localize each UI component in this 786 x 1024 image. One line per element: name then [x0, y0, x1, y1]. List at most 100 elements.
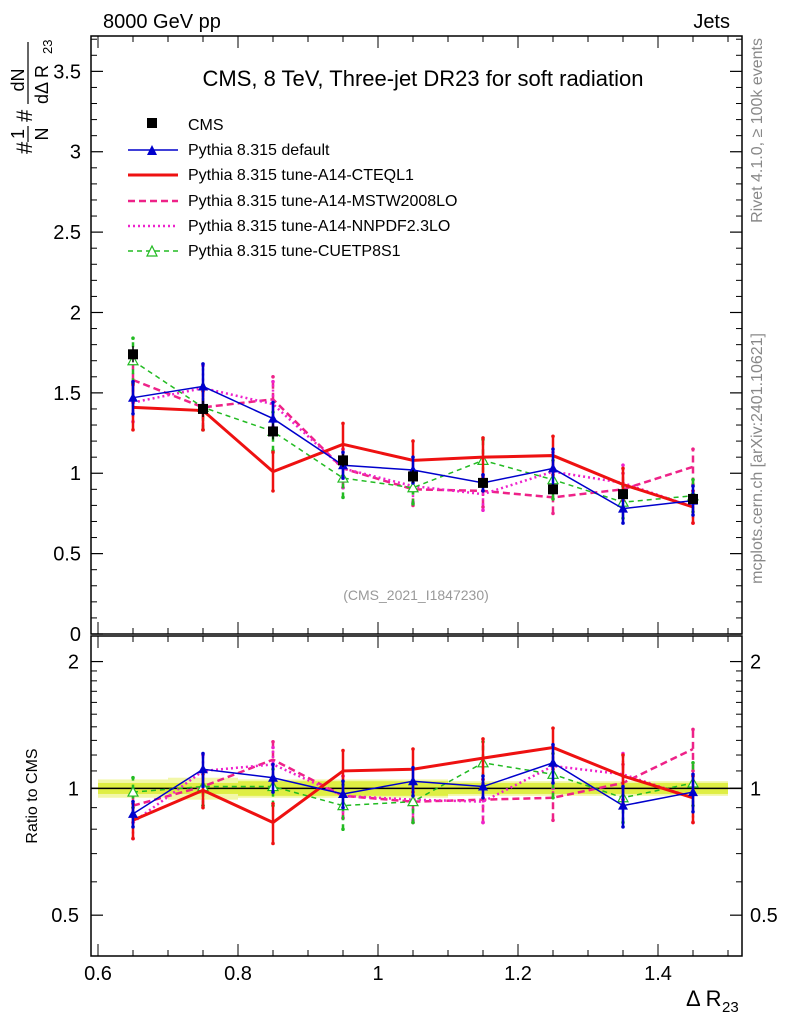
bottom-series-default: [128, 742, 698, 829]
top-ytick-label: 3: [70, 142, 81, 164]
top-ytick-label: 2.5: [53, 222, 81, 244]
legend: CMS Pythia 8.315 default Pythia 8.315 tu…: [128, 117, 457, 260]
analysis-watermark: (CMS_2021_I1847230): [343, 587, 489, 603]
bottom-errcap-high-default: [551, 742, 555, 747]
top-errcap-high-cteql1: [551, 434, 555, 439]
legend-item-default: Pythia 8.315 default: [128, 142, 330, 159]
bottom-errcap-high-mstw: [271, 739, 275, 744]
bottom-errcap-low-nnpdf: [481, 820, 485, 825]
bottom-line-nnpdf: [132, 763, 694, 824]
top-errcap-high-default: [341, 450, 345, 455]
top-errcap-high-cuetp8s1: [131, 336, 135, 341]
legend-marker-cms: [147, 118, 157, 128]
bottom-errcap-high-default: [341, 779, 345, 783]
bottom-errcap-high-mstw: [691, 727, 695, 732]
legend-item-cms: CMS: [147, 117, 224, 134]
y-label-frac2-den: dΔ R: [32, 65, 52, 104]
cms-marker: [478, 477, 488, 488]
legend-item-mstw: Pythia 8.315 tune-A14-MSTW2008LO: [128, 193, 457, 210]
top-errcap-low-default: [131, 411, 135, 416]
bottom-errcap-high-default: [271, 762, 275, 767]
bottom-line-mstw: [132, 747, 694, 807]
header-right: Jets: [693, 11, 730, 33]
top-errcap-low-cteql1: [271, 489, 275, 493]
bottom-errcap-high-cteql1: [341, 748, 345, 753]
top-errcap-low-default: [481, 489, 485, 493]
bottom-xtick-label: 0.8: [224, 963, 252, 985]
top-errcap-low-cteql1: [691, 521, 695, 525]
top-errcap-high-mstw: [271, 374, 275, 379]
bottom-panel-frame: [90, 635, 743, 957]
cms-marker: [688, 493, 698, 504]
bottom-errcap-low-default: [131, 825, 135, 829]
top-marker-cuetp8s1: [406, 481, 420, 493]
bottom-marker-default: [478, 781, 488, 791]
top-errcap-high-default: [271, 400, 275, 405]
bottom-errcap-high-default: [411, 765, 415, 770]
top-errcap-high-cteql1: [481, 436, 485, 440]
bottom-errcap-high-cteql1: [621, 753, 625, 757]
top-errcap-high-cteql1: [341, 421, 345, 426]
bottom-errcap-high-default: [691, 772, 695, 777]
bottom-ytick-label: 0.5: [51, 905, 79, 927]
top-marker-default: [198, 381, 208, 391]
top-errcap-low-default: [621, 521, 625, 525]
rivet-version-label: Rivet 4.1.0, ≥ 100k events: [749, 38, 766, 223]
top-errcap-low-cteql1: [131, 428, 135, 432]
top-marker-default: [268, 413, 278, 423]
y-label-frac2-num: dN: [8, 68, 28, 91]
bottom-errcap-low-default: [621, 825, 625, 829]
y-label-frac1-num: 1: [8, 129, 28, 139]
top-errcap-low-cuetp8s1: [411, 501, 415, 506]
bottom-errcap-low-default: [481, 795, 485, 800]
top-ytick-label: 0: [70, 624, 81, 646]
bottom-errcap-low-default: [411, 794, 415, 798]
bottom-errcap-low-cuetp8s1: [551, 795, 555, 800]
bottom-marker-default: [688, 787, 698, 797]
top-errcap-low-nnpdf: [481, 508, 485, 513]
cms-marker: [338, 455, 348, 466]
cms-marker: [268, 426, 278, 437]
bottom-ytick-label-right: 0.5: [750, 905, 778, 927]
bottom-marker-default: [618, 800, 628, 810]
top-errcap-high-default: [691, 484, 695, 488]
bottom-errcap-high-cteql1: [271, 801, 275, 806]
x-axis-label: Δ R 23: [686, 986, 739, 1016]
top-errcap-high-default: [551, 447, 555, 451]
bottom-marker-default: [198, 764, 208, 774]
legend-label-cuetp8s1: Pythia 8.315 tune-CUETP8S1: [188, 243, 401, 260]
bottom-marker-default: [128, 808, 138, 818]
cms-marker: [408, 471, 418, 482]
bottom-marker-default: [338, 788, 348, 798]
bottom-errcap-low-mstw: [551, 818, 555, 823]
mcplots-label: mcplots.cern.ch [arXiv:2401.10621]: [749, 333, 766, 584]
x-label-sub: 23: [722, 999, 739, 1016]
bottom-ytick-label: 2: [68, 652, 79, 674]
legend-item-cuetp8s1: Pythia 8.315 tune-CUETP8S1: [128, 243, 401, 260]
x-label-main: Δ R: [686, 986, 721, 1011]
top-errcap-high-mstw: [691, 447, 695, 451]
main-series: [126, 336, 700, 525]
top-errcap-high-default: [131, 379, 135, 384]
bottom-errcap-low-cteql1: [691, 820, 695, 825]
bottom-errcap-high-default: [201, 751, 205, 756]
top-errcap-low-mstw: [481, 505, 485, 509]
legend-label-mstw: Pythia 8.315 tune-A14-MSTW2008LO: [188, 193, 457, 210]
bottom-errcap-high-cteql1: [551, 726, 555, 730]
top-ytick-label: 2: [70, 302, 81, 324]
top-series-cms: [128, 346, 698, 504]
y-label-frac1-den: N: [32, 128, 52, 141]
bottom-errcap-low-cuetp8s1: [341, 827, 345, 831]
bottom-marker-default: [548, 757, 558, 767]
bottom-errcap-high-default: [481, 774, 485, 778]
legend-label-default: Pythia 8.315 default: [188, 142, 330, 159]
bottom-errcap-low-cteql1: [271, 841, 275, 846]
cms-marker: [198, 403, 208, 414]
top-panel-frame: [90, 35, 743, 635]
top-errcap-high-cteql1: [411, 439, 415, 443]
bottom-ytick-label-right: 1: [750, 778, 761, 800]
bottom-errcap-low-cuetp8s1: [411, 820, 415, 825]
bottom-errcap-high-cteql1: [411, 747, 415, 751]
top-errcap-high-cuetp8s1: [691, 477, 695, 482]
